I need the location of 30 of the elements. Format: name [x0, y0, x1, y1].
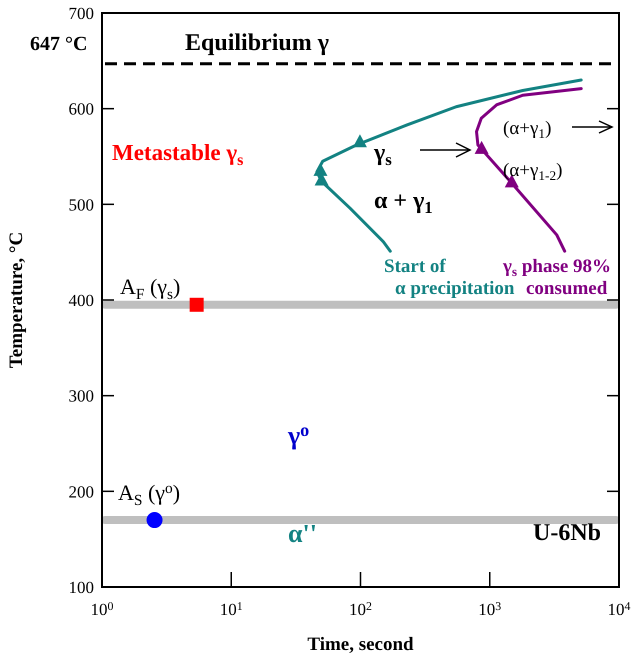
- y-tick-label: 600: [68, 100, 94, 119]
- annotation: γ$_{s}$ phase 98%: [502, 256, 612, 279]
- x-tick-label: 10$^{0}$: [90, 598, 114, 619]
- y-tick-label: 200: [68, 482, 94, 502]
- annotation: Start of: [384, 256, 446, 277]
- annotation: U-6Nb: [533, 520, 602, 546]
- x-axis-title: Time, second: [307, 634, 414, 655]
- x-tick-label: 10$^{3}$: [478, 598, 502, 619]
- x-tick-label: 10$^{2}$: [349, 598, 372, 619]
- annotation: α precipitation: [395, 278, 515, 299]
- y-axis-title: Temperature, °C: [6, 232, 27, 368]
- annotation: α + γ$_{1}$: [374, 188, 433, 218]
- x-tick-label: 10$^{4}$: [608, 598, 631, 619]
- annotation: γ$^{o}$: [287, 420, 310, 450]
- x-tick-label: 10$^{1}$: [220, 598, 243, 619]
- y-tick-label: 500: [68, 195, 94, 214]
- annotation: (α+γ$_{1-2}$): [503, 160, 562, 183]
- y-tick-label: 100: [68, 578, 94, 597]
- ref-line-label: Equilibrium γ: [185, 30, 329, 56]
- text: 647 °C: [30, 33, 88, 55]
- ref-line-label: A$_{F}$ (γ$_{s}$): [120, 274, 180, 302]
- annotation: Metastable γ$_{s}$: [112, 140, 244, 169]
- annotation: α'': [288, 519, 317, 548]
- y-tick-label: 300: [68, 386, 94, 406]
- y-tick-label: 700: [68, 4, 94, 23]
- y-tick-label: 400: [68, 291, 94, 310]
- ref-line-label: A$_{S}$ (γ$^{o}$): [118, 480, 180, 508]
- annotation: (α+γ$_{1}$): [503, 118, 552, 141]
- annotation: consumed: [526, 278, 608, 299]
- annotation: γ$_{s}$: [373, 140, 392, 170]
